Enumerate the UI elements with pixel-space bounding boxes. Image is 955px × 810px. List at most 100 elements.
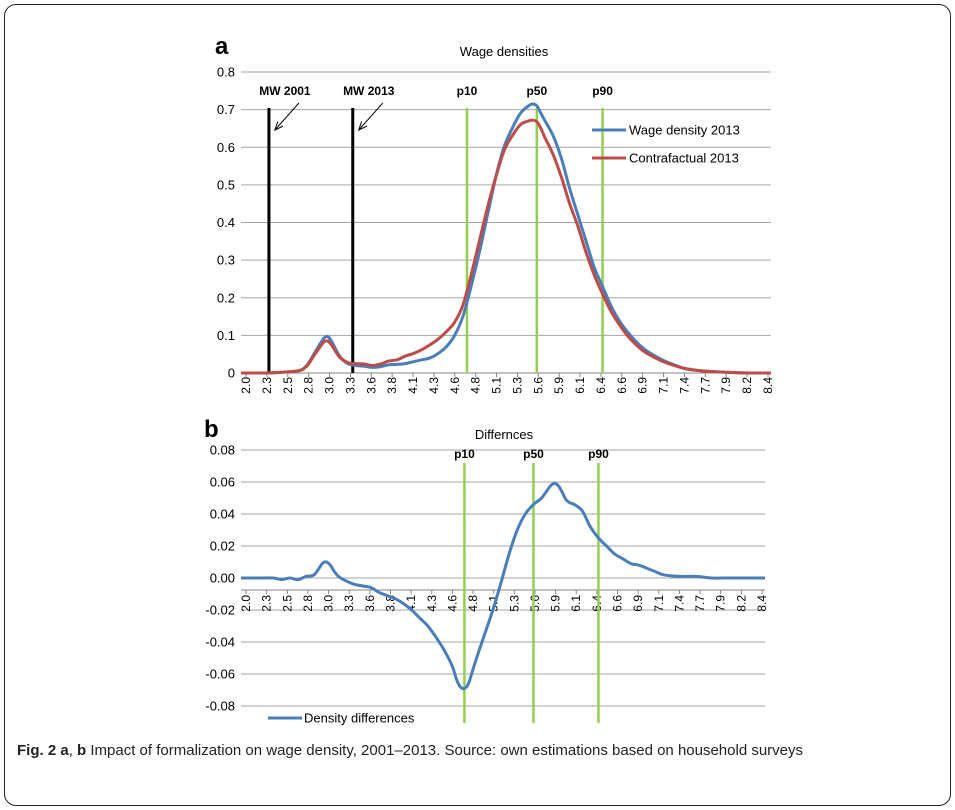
x-tick-label: 8.4 — [761, 377, 775, 394]
x-tick-label: 3.6 — [364, 377, 378, 394]
y-tick-label: 0.02 — [210, 539, 235, 554]
x-tick-label: 2.0 — [239, 595, 253, 612]
y-tick-label: 0.06 — [210, 475, 235, 490]
y-tick-label: 0.00 — [210, 571, 235, 586]
y-tick-label: 0.4 — [217, 215, 235, 230]
caption-text: Impact of formalization on wage density,… — [86, 742, 804, 759]
reference-label-p90: p90 — [592, 84, 613, 98]
reference-label-p50: p50 — [523, 447, 544, 461]
reference-label-p10: p10 — [457, 84, 478, 98]
x-tick-label: 7.1 — [652, 595, 666, 612]
x-tick-label: 7.4 — [672, 595, 686, 612]
figure-frame — [4, 4, 951, 806]
y-tick-label: 0.08 — [210, 443, 235, 458]
panel-a-chart: a Wage densities 0 0.1 0.2 0.3 0.4 0.5 0.6 0.7 0… — [215, 33, 775, 394]
x-tick-label: 6.4 — [594, 377, 608, 394]
legend-label-1: Density differences — [304, 711, 415, 726]
y-tick-label: -0.06 — [205, 667, 235, 682]
caption-letter-b: b — [77, 742, 87, 759]
panel-b-legend: Density differences — [268, 711, 415, 726]
x-tick-label: 7.1 — [657, 377, 671, 394]
panel-b-letter: b — [204, 416, 219, 443]
x-tick-label: 2.3 — [260, 377, 274, 394]
reference-label-p10: p10 — [454, 447, 475, 461]
y-tick-label: 0 — [228, 366, 235, 381]
panel-b-title: Differnces — [475, 427, 534, 442]
x-tick-label: 7.9 — [719, 377, 733, 394]
x-tick-label: 2.0 — [239, 377, 253, 394]
x-tick-label: 3.0 — [322, 595, 336, 612]
panel-a-letter: a — [215, 33, 229, 60]
y-tick-label: -0.02 — [205, 603, 235, 618]
reference-label-p50: p50 — [526, 84, 547, 98]
x-tick-label: 4.8 — [469, 377, 483, 394]
x-tick-label: 4.6 — [445, 595, 459, 612]
panel-a-legend: Wage density 2013 Contrafactual 2013 — [592, 123, 740, 166]
x-tick-label: 6.6 — [615, 377, 629, 394]
x-tick-label: 6.9 — [631, 595, 645, 612]
x-tick-label: 5.1 — [490, 377, 504, 394]
y-tick-label: -0.04 — [205, 635, 235, 650]
y-tick-label: 0.2 — [217, 290, 235, 305]
x-tick-label: 4.1 — [406, 377, 420, 394]
y-tick-label: 0.6 — [217, 140, 235, 155]
x-tick-label: 8.4 — [755, 595, 769, 612]
x-tick-label: 3.3 — [343, 377, 357, 394]
reference-label-p90: p90 — [588, 447, 609, 461]
x-tick-label: 8.2 — [740, 377, 754, 394]
y-tick-label: 0.3 — [217, 253, 235, 268]
x-tick-label: 2.5 — [280, 595, 294, 612]
x-tick-label: 7.7 — [693, 595, 707, 612]
x-tick-label: 6.1 — [569, 595, 583, 612]
x-tick-label: 4.3 — [425, 595, 439, 612]
panel-a-title: Wage densities — [460, 44, 549, 59]
annotation-arrow — [274, 102, 300, 131]
caption-separator: , — [68, 742, 78, 759]
y-tick-label: 0.04 — [210, 507, 235, 522]
x-tick-label: 5.6 — [531, 377, 545, 394]
legend-label-2: Contrafactual 2013 — [629, 151, 739, 166]
panel-b-chart: b Differnces -0.08 -0.06 -0.04 -0.02 0.00 0.0… — [204, 416, 769, 726]
x-tick-label: 3.8 — [385, 377, 399, 394]
y-tick-label: 0.7 — [217, 102, 235, 117]
x-tick-label: 2.8 — [301, 595, 315, 612]
x-tick-label: 6.4 — [590, 595, 604, 612]
x-tick-label: 5.9 — [552, 377, 566, 394]
x-tick-label: 2.8 — [302, 377, 316, 394]
x-tick-label: 4.6 — [448, 377, 462, 394]
x-tick-label: 4.8 — [466, 595, 480, 612]
x-tick-label: 5.9 — [549, 595, 563, 612]
series-line-2 — [240, 118, 772, 375]
x-tick-label: 3.6 — [363, 595, 377, 612]
x-tick-label: 6.1 — [573, 377, 587, 394]
x-tick-label: 5.6 — [528, 595, 542, 612]
y-tick-label: -0.08 — [205, 699, 235, 714]
arrow-head — [274, 121, 284, 131]
y-tick-label: 0.5 — [217, 177, 235, 192]
x-tick-label: 7.4 — [677, 377, 691, 394]
series-line-1 — [241, 482, 765, 691]
annotation-arrow — [358, 102, 384, 131]
x-tick-label: 2.5 — [281, 377, 295, 394]
legend-label-1: Wage density 2013 — [629, 123, 740, 138]
x-tick-label: 2.3 — [260, 595, 274, 612]
figure-caption: Fig. 2 a, b Impact of formalization on w… — [17, 741, 917, 761]
x-tick-label: 5.3 — [510, 377, 524, 394]
x-tick-label: 6.9 — [636, 377, 650, 394]
caption-letter-a: a — [60, 742, 69, 759]
x-tick-label: 6.6 — [611, 595, 625, 612]
x-tick-label: 3.0 — [323, 377, 337, 394]
x-tick-label: 8.2 — [734, 595, 748, 612]
y-tick-label: 0.8 — [217, 65, 235, 80]
caption-fig-label: Fig. 2 — [17, 742, 57, 759]
y-tick-label: 0.1 — [217, 328, 235, 343]
x-tick-label: 5.3 — [507, 595, 521, 612]
x-tick-label: 7.7 — [698, 377, 712, 394]
x-tick-label: 7.9 — [714, 595, 728, 612]
x-tick-label: 4.3 — [427, 377, 441, 394]
reference-label-mw-2013: MW 2013 — [343, 84, 395, 98]
x-tick-label: 3.3 — [342, 595, 356, 612]
reference-label-mw-2001: MW 2001 — [259, 84, 311, 98]
arrow-head — [357, 121, 368, 131]
